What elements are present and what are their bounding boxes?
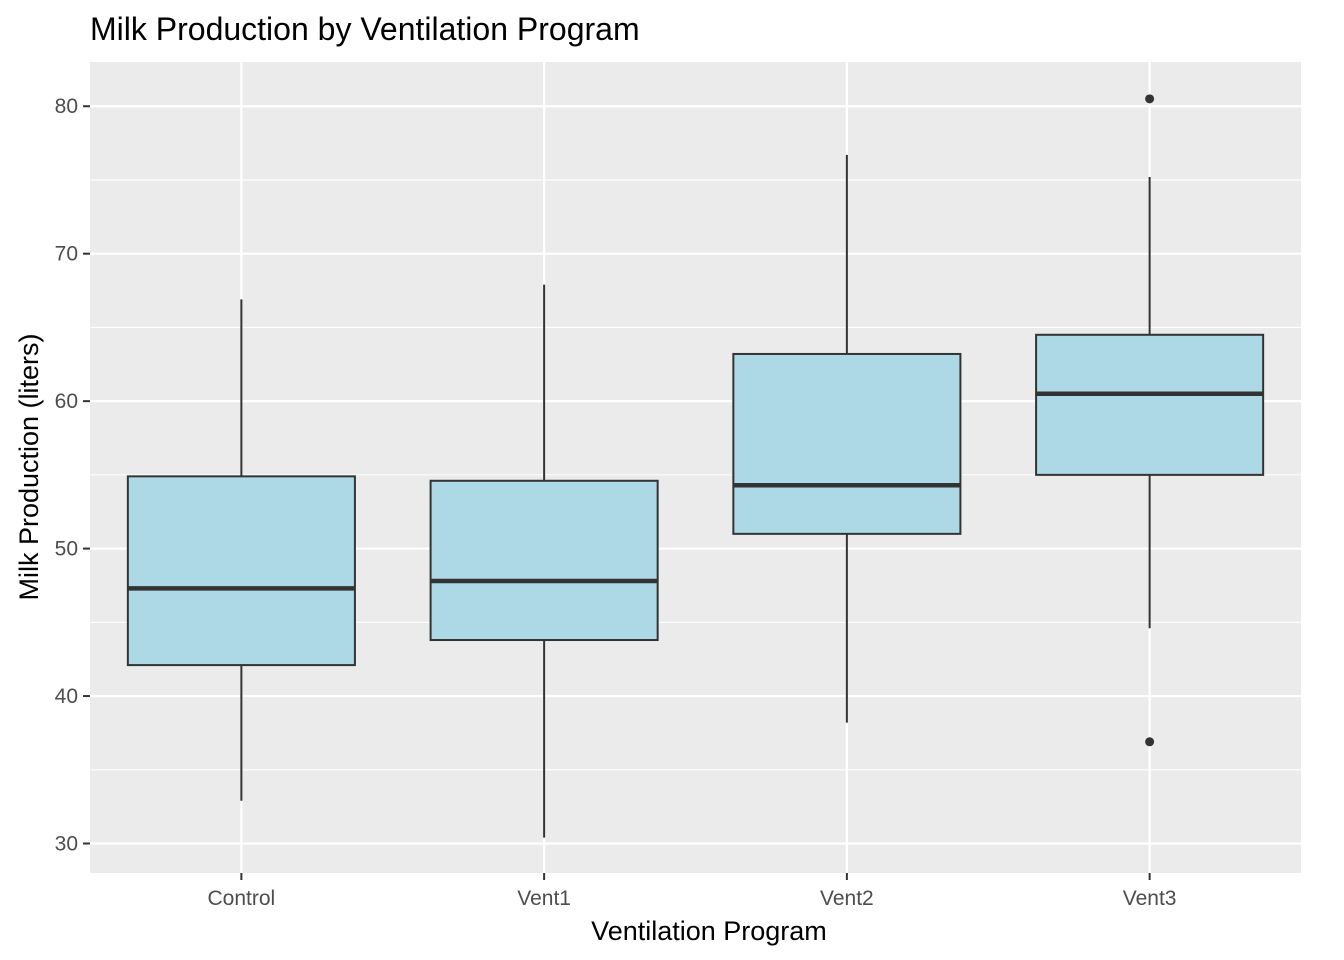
box-body [732,352,962,535]
box-vent1 [429,284,659,838]
y-tick-label: 70 [55,243,78,266]
y-tick-label: 40 [55,685,78,708]
x-tick-labels: Control Vent1 Vent2 Vent3 [208,873,1177,910]
x-tick-label: Vent2 [820,887,874,910]
box-body [429,479,659,642]
y-tick-label: 80 [55,95,78,118]
y-tick-label: 50 [55,538,78,561]
x-tick-label: Vent3 [1123,887,1177,910]
y-tick-label: 30 [55,833,78,856]
chart-title: Milk Production by Ventilation Program [90,11,640,47]
y-tick-label: 60 [55,390,78,413]
outlier-point [1145,94,1155,104]
boxes [126,94,1265,838]
y-axis-title: Milk Production (liters) [14,333,44,600]
box-control [126,299,356,801]
box-body [126,475,356,667]
box-body [1035,333,1265,476]
x-axis-title: Ventilation Program [591,916,827,946]
x-tick-label: Control [208,887,276,910]
x-tick-label: Vent1 [517,887,571,910]
box-vent3 [1035,94,1265,747]
outlier-point [1145,737,1155,747]
y-tick-labels: 30 40 50 60 70 80 [55,95,90,856]
box-vent2 [732,154,962,723]
